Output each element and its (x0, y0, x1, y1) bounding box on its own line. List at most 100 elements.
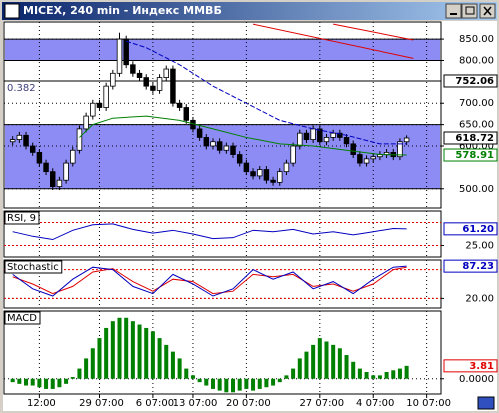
bar (77, 368, 82, 379)
candle-body (230, 145, 236, 155)
x-tick-label: 13 07:00 (173, 398, 218, 409)
bar (70, 377, 75, 379)
candle-body (143, 77, 149, 87)
bar (304, 351, 309, 379)
candle-body (263, 169, 270, 181)
bar (157, 338, 162, 379)
bar (244, 378, 249, 389)
panel (3, 259, 442, 309)
x-tick-label: 10 07:00 (406, 398, 451, 409)
candle-body (110, 72, 116, 87)
bar (170, 351, 175, 379)
candle-body (303, 132, 310, 140)
candle-body (243, 162, 250, 173)
bar (297, 358, 302, 379)
bar (97, 338, 102, 379)
bar (371, 375, 376, 379)
bar (284, 375, 289, 379)
bar (190, 375, 195, 379)
candle-body (56, 179, 63, 188)
bar (277, 378, 282, 383)
candle-body (370, 156, 376, 160)
candle-body (116, 38, 123, 74)
bar (397, 368, 402, 379)
y-tick-label: 20.00 (465, 293, 494, 304)
bar (404, 365, 409, 379)
x-tick-label: 6 07:00 (136, 398, 174, 409)
candle-body (43, 162, 49, 173)
bar (344, 355, 349, 379)
panel (3, 210, 442, 258)
value-box (443, 259, 498, 273)
series-line (333, 23, 414, 41)
maximize-button[interactable] (461, 3, 478, 19)
candle-body (170, 68, 176, 104)
candle-body (250, 171, 256, 177)
candle-body (76, 128, 83, 151)
bar (224, 378, 229, 393)
bar (37, 378, 42, 388)
panel-label: Stochastic (7, 262, 59, 273)
bar (124, 317, 129, 379)
plots: 0.382 850.00 800.00 700.00 650.00 600.00 500.0… (3, 21, 498, 409)
band (5, 39, 440, 61)
candle-body (176, 102, 183, 108)
bar (257, 378, 262, 389)
candle-body (123, 38, 129, 66)
series-line (12, 266, 407, 295)
candle-body (136, 72, 143, 78)
candle-body (96, 102, 103, 108)
bar (50, 378, 55, 389)
y-tick-label: 850.00 (459, 34, 494, 45)
panel-label: RSI, 9 (7, 213, 36, 224)
candle-body (103, 85, 109, 108)
x-tick-label: 12:00 (27, 398, 56, 409)
series-line (79, 115, 407, 156)
bar (137, 324, 142, 379)
series-line (12, 265, 407, 297)
candle-body (183, 107, 190, 121)
value-box (443, 148, 498, 162)
bar (331, 344, 336, 379)
candle-body (196, 128, 203, 138)
value-label: 578.91 (455, 150, 494, 161)
bar (104, 327, 109, 379)
bar (110, 321, 115, 379)
value-label: 3.81 (469, 361, 494, 372)
series-line (126, 40, 407, 145)
candle-body (9, 139, 16, 143)
bar (311, 344, 316, 379)
value-label: 618.72 (455, 133, 494, 144)
candle-body (363, 158, 370, 164)
value-box (443, 359, 498, 373)
bar (90, 348, 95, 379)
bar (351, 361, 356, 379)
bar (24, 378, 29, 386)
candle-body (203, 137, 210, 147)
bar (251, 378, 256, 391)
bar (357, 368, 362, 379)
candle-body (236, 154, 243, 164)
bar (377, 375, 382, 379)
bar (117, 317, 122, 379)
candle-body (90, 102, 96, 117)
bar (317, 338, 322, 379)
candle-body (70, 149, 76, 164)
candle-body (283, 162, 290, 173)
bar (64, 378, 69, 384)
candle-body (150, 85, 156, 91)
bar (150, 331, 155, 379)
y-tick-label: 650.00 (459, 120, 494, 131)
y-tick-label: 700.00 (459, 98, 494, 109)
candle-body (256, 169, 263, 177)
bar (291, 368, 296, 379)
candle-body (163, 68, 169, 78)
bar (10, 378, 15, 383)
bar (271, 378, 276, 386)
candle-body (397, 141, 403, 158)
candle-body (297, 132, 303, 147)
bar (84, 358, 89, 379)
bar (130, 321, 135, 379)
minimize-button[interactable] (445, 3, 462, 19)
